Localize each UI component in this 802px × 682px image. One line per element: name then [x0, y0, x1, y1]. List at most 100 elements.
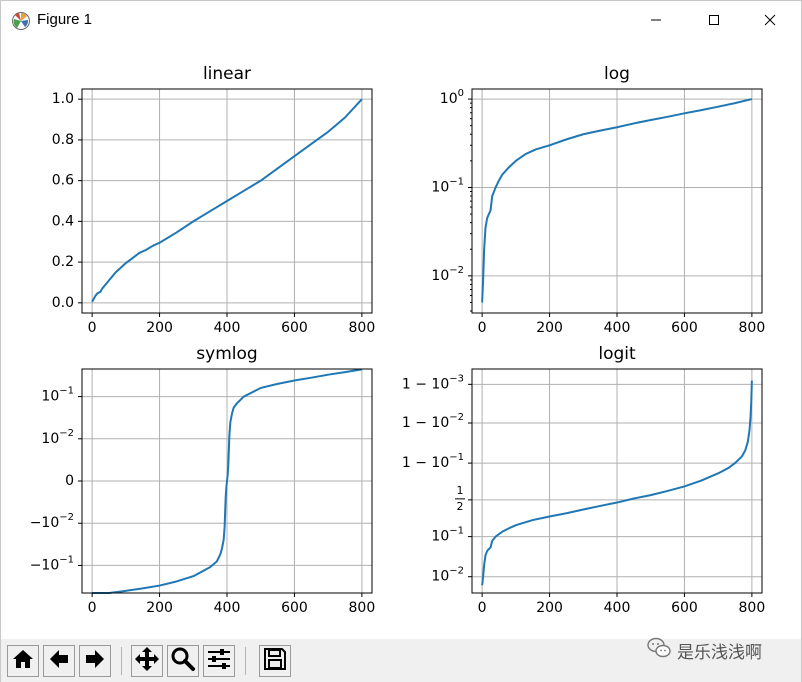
figure-canvas[interactable]: 0 200 400 600 800 0.0 0.2 0.4 0.6 0.8 1.0 linear 0 20…: [1, 39, 801, 639]
svg-text:400: 400: [604, 600, 631, 616]
x-tick-label: 800: [349, 320, 376, 336]
gridlines: [472, 369, 762, 593]
svg-text:600: 600: [281, 320, 308, 336]
x-tick-label: 0: [478, 600, 487, 616]
floppy-disk-icon: [263, 647, 287, 675]
forward-button[interactable]: [79, 645, 111, 677]
subplot-title: linear: [203, 64, 251, 84]
svg-text:1 − 10−3: 1 − 10−3: [402, 373, 464, 392]
svg-text:1 − 10−1: 1 − 10−1: [402, 452, 464, 471]
title-bar[interactable]: Figure 1: [1, 1, 801, 39]
close-button[interactable]: [747, 1, 793, 39]
home-button[interactable]: [7, 645, 39, 677]
y-tick-label: 10−1: [41, 386, 74, 405]
svg-text:800: 800: [739, 320, 766, 336]
watermark-text: 是乐浅浅啊: [677, 642, 762, 663]
gridlines: [472, 89, 762, 313]
svg-text:400: 400: [604, 320, 631, 336]
y-tick-label: 0.6: [52, 173, 74, 189]
svg-text:1.0: 1.0: [52, 91, 74, 107]
y-tick-label: 0.4: [52, 213, 74, 229]
x-tick-label: 800: [739, 320, 766, 336]
x-tick-label: 600: [671, 600, 698, 616]
series-line: [481, 98, 753, 303]
svg-text:600: 600: [671, 600, 698, 616]
maximize-button[interactable]: [691, 1, 737, 39]
window-title: Figure 1: [37, 11, 93, 28]
move-icon: [134, 646, 160, 676]
y-tick-label: 0.0: [52, 295, 74, 311]
wechat-icon: [647, 637, 671, 663]
svg-text:0: 0: [478, 600, 487, 616]
svg-text:10−1: 10−1: [41, 386, 74, 405]
y-tick-label: 1 − 10−2: [402, 412, 464, 431]
svg-text:200: 200: [536, 320, 563, 336]
arrow-right-icon: [83, 647, 107, 675]
series-line: [92, 368, 363, 594]
series-line: [481, 380, 753, 586]
svg-text:−10−2: −10−2: [30, 512, 74, 531]
y-tick-label: 10−2: [41, 428, 74, 447]
svg-text:400: 400: [214, 320, 241, 336]
x-tick-label: 800: [349, 600, 376, 616]
svg-text:0.2: 0.2: [52, 254, 74, 270]
x-tick-label: 800: [739, 600, 766, 616]
home-icon: [11, 647, 35, 675]
arrow-left-icon: [47, 647, 71, 675]
x-tick-label: 0: [88, 320, 97, 336]
svg-text:10−1: 10−1: [431, 526, 464, 545]
minimize-icon: [650, 11, 662, 30]
subplot-log[interactable]: 0 200 400 600 800 10−2 10−1 100 log: [431, 64, 765, 336]
x-tick-label: 400: [604, 600, 631, 616]
svg-text:10−2: 10−2: [431, 265, 464, 284]
svg-text:10−2: 10−2: [431, 566, 464, 585]
y-tick-label: 10−1: [431, 176, 464, 195]
svg-text:2: 2: [457, 500, 464, 513]
svg-text:0: 0: [478, 320, 487, 336]
svg-text:600: 600: [671, 320, 698, 336]
watermark: 是乐浅浅啊: [647, 637, 762, 663]
pan-button[interactable]: [131, 645, 163, 677]
y-tick-label: 12: [455, 484, 465, 513]
gridlines: [82, 89, 372, 313]
svg-text:600: 600: [281, 600, 308, 616]
y-tick-label: 0.2: [52, 254, 74, 270]
svg-text:200: 200: [146, 600, 173, 616]
y-tick-label: 0: [65, 473, 74, 489]
svg-text:800: 800: [349, 320, 376, 336]
save-button[interactable]: [259, 645, 291, 677]
y-tick-label: 0.8: [52, 132, 74, 148]
svg-text:800: 800: [349, 600, 376, 616]
sliders-icon: [206, 646, 232, 676]
subplot-title: symlog: [196, 344, 257, 364]
matplotlib-icon: [11, 11, 31, 31]
toolbar-separator: [121, 647, 122, 675]
svg-text:0.6: 0.6: [52, 173, 74, 189]
back-button[interactable]: [43, 645, 75, 677]
zoom-button[interactable]: [167, 645, 199, 677]
configure-subplots-button[interactable]: [203, 645, 235, 677]
subplot-symlog[interactable]: 0 200 400 600 800 −10−1 −10−2 0 10−2 10−1 symlog: [30, 344, 376, 616]
svg-text:1 − 10−2: 1 − 10−2: [402, 412, 464, 431]
svg-text:0.4: 0.4: [52, 213, 74, 229]
x-tick-label: 400: [604, 320, 631, 336]
x-tick-label: 0: [478, 320, 487, 336]
svg-text:10−1: 10−1: [431, 176, 464, 195]
svg-text:1: 1: [457, 484, 464, 497]
minimize-button[interactable]: [633, 1, 679, 39]
svg-text:400: 400: [214, 600, 241, 616]
toolbar-separator: [245, 647, 246, 675]
x-tick-label: 200: [536, 320, 563, 336]
x-tick-label: 200: [146, 600, 173, 616]
close-icon: [764, 11, 776, 30]
y-tick-label: 10−2: [431, 566, 464, 585]
y-tick-label: 10−1: [431, 526, 464, 545]
y-tick-label: 1.0: [52, 91, 74, 107]
x-tick-label: 600: [671, 320, 698, 336]
svg-text:200: 200: [536, 600, 563, 616]
svg-text:0.8: 0.8: [52, 132, 74, 148]
series-line: [91, 98, 363, 303]
svg-text:−10−1: −10−1: [30, 554, 74, 573]
subplot-linear[interactable]: 0 200 400 600 800 0.0 0.2 0.4 0.6 0.8 1.0 linear: [52, 64, 376, 336]
